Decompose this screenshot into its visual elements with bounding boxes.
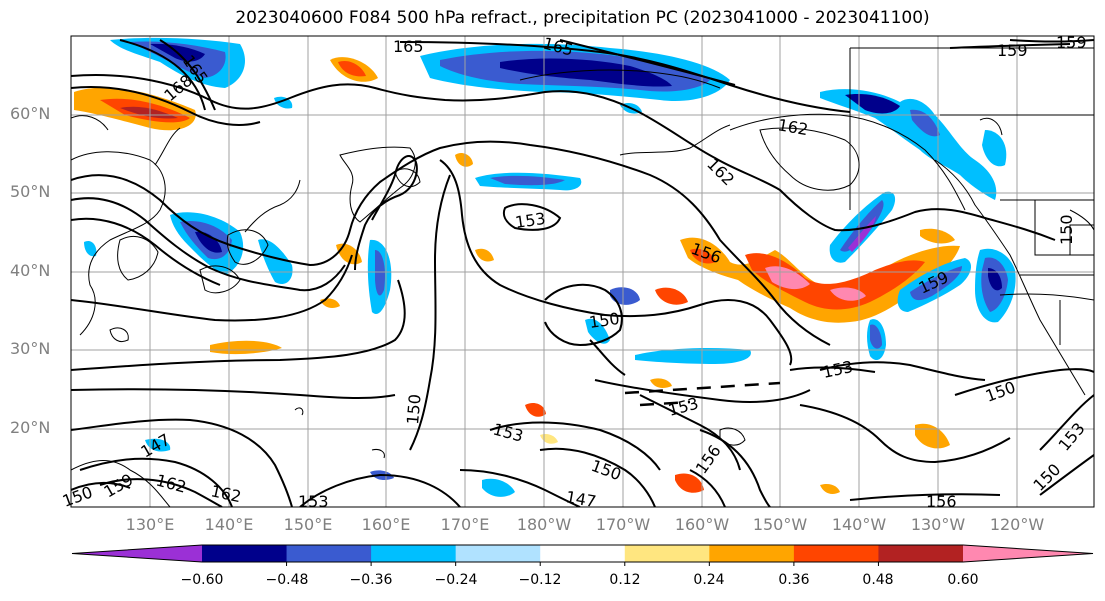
colorbar-swatch (709, 545, 795, 562)
lon-label-170e: 170°E (440, 515, 490, 534)
colorbar-swatch (540, 545, 626, 562)
refractivity-dashed (624, 381, 781, 407)
lat-label-60n: 60°N (10, 104, 51, 123)
contour-label: 150 (588, 309, 621, 332)
contour-label: 150 (1057, 214, 1076, 245)
lat-label-50n: 50°N (10, 182, 51, 201)
colorbar-label: −0.12 (518, 572, 562, 588)
graticule (71, 36, 1094, 507)
lat-label-30n: 30°N (10, 339, 51, 358)
colorbar-swatch (286, 545, 372, 562)
lon-label-130e: 130°E (125, 515, 175, 534)
contour-label: 150 (403, 393, 425, 425)
colorbar-swatch (202, 545, 288, 562)
colorbar-label: 0.48 (862, 572, 894, 588)
lon-label-140e: 140°E (204, 515, 254, 534)
colorbar-label: −0.36 (349, 572, 393, 588)
lon-label-170w: 170°W (595, 515, 651, 534)
lon-label-160w: 160°W (674, 515, 730, 534)
colorbar-label: 0.12 (609, 572, 641, 588)
lon-label-160e: 160°E (361, 515, 411, 534)
lat-label-20n: 20°N (10, 418, 51, 437)
map-frame (70, 35, 1095, 508)
lat-label-40n: 40°N (10, 261, 51, 280)
lon-label-140w: 140°W (831, 515, 887, 534)
colorbar-label: 0.24 (693, 572, 725, 588)
contour-label: 153 (298, 492, 329, 511)
colorbar-label: −0.48 (265, 572, 309, 588)
lon-label-130w: 130°W (910, 515, 966, 534)
colorbar-swatch (878, 545, 964, 562)
colorbar-label: 0.60 (947, 572, 979, 588)
colorbar-swatch (793, 545, 879, 562)
contour-label: 165 (393, 37, 424, 56)
lon-label-150e: 150°E (283, 515, 333, 534)
colorbar-swatch (624, 545, 710, 562)
contour-label: 159 (1056, 33, 1087, 52)
contour-label: 153 (514, 209, 547, 232)
colorbar-label: −0.60 (180, 572, 224, 588)
colorbar-swatch (455, 545, 541, 562)
refractivity-contours (71, 39, 1094, 507)
map-panel (71, 36, 1094, 507)
colorbar-outline (71, 544, 1094, 563)
colorbar (71, 544, 1094, 566)
lon-label-120w: 120°W (989, 515, 1045, 534)
colorbar-label: −0.24 (434, 572, 478, 588)
colorbar-label: 0.36 (778, 572, 810, 588)
contour-label: 156 (926, 492, 957, 511)
contour-label: 159 (997, 41, 1028, 60)
colorbar-swatch (371, 545, 457, 562)
colorbar-extension-high (963, 545, 1093, 562)
lon-label-180w: 180°W (516, 515, 572, 534)
contour-label: 147 (564, 487, 597, 511)
lon-label-150w: 150°W (752, 515, 808, 534)
precip-positive-shading (74, 57, 960, 494)
colorbar-extension-low (72, 545, 202, 562)
map-title: 2023040600 F084 500 hPa refract., precip… (235, 8, 930, 28)
